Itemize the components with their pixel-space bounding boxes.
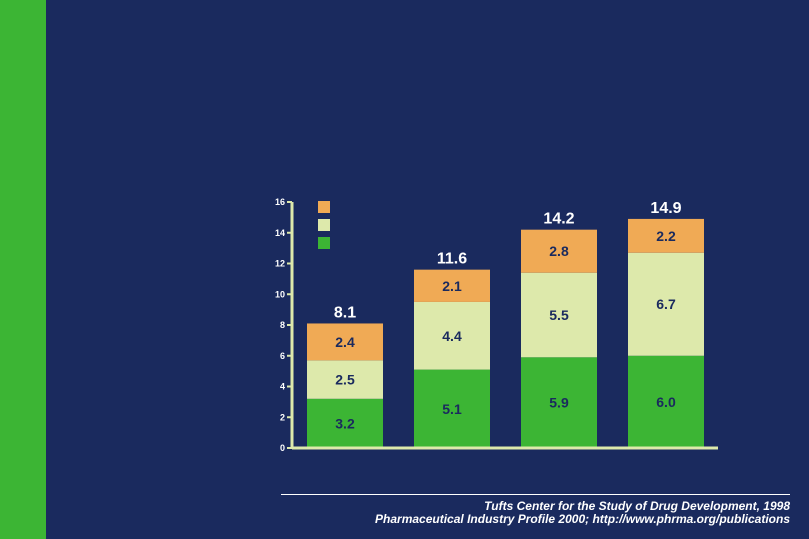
data-label-1-1: 3.2 (335, 415, 355, 431)
data-label-2-1: 5.1 (442, 401, 462, 417)
stacked-bar-chart: 3.2 2.5 2.4 8.1 5.1 4.4 2.1 11.6 5.9 5.5 2.8 14.2 6.… (275, 197, 718, 453)
source-citation-line-2: Pharmaceutical Industry Profile 2000; ht… (375, 512, 790, 526)
legend-swatch-1 (318, 201, 330, 213)
y-tick-label-10: 10 (275, 289, 285, 299)
bar-segment-1-3 (307, 323, 383, 361)
bar-segment-4-1 (628, 355, 704, 448)
legend-swatch-3 (318, 237, 330, 249)
bar-segment-4-3 (628, 218, 704, 253)
source-citation-line-1: Tufts Center for the Study of Drug Devel… (484, 499, 790, 513)
total-label-4: 14.9 (650, 200, 681, 217)
y-tick-label-2: 2 (280, 412, 285, 422)
legend-swatch-2 (318, 219, 330, 231)
data-label-2-2: 4.4 (442, 328, 462, 344)
y-tick-label-6: 6 (280, 351, 285, 361)
data-label-4-1: 6.0 (656, 394, 676, 410)
y-tick-label-16: 16 (275, 197, 285, 207)
total-label-3: 14.2 (543, 211, 574, 228)
y-tick-label-8: 8 (280, 320, 285, 330)
bar-segment-1-1 (307, 398, 383, 448)
data-label-1-2: 2.5 (335, 372, 355, 388)
total-label-2: 11.6 (437, 251, 467, 268)
total-label-1: 8.1 (334, 304, 356, 321)
bar-segment-2-2 (414, 301, 490, 370)
source-divider (281, 494, 790, 495)
y-tick-label-12: 12 (275, 259, 285, 269)
bar-segment-2-1 (414, 369, 490, 448)
data-label-2-3: 2.1 (442, 278, 462, 294)
y-tick-label-0: 0 (280, 443, 285, 453)
bar-segment-1-2 (307, 360, 383, 399)
data-label-3-3: 2.8 (549, 243, 569, 259)
bar-segment-4-2 (628, 252, 704, 356)
y-tick-label-4: 4 (280, 382, 285, 392)
data-label-3-1: 5.9 (549, 395, 569, 411)
y-tick-label-14: 14 (275, 228, 285, 238)
data-label-3-2: 5.5 (549, 307, 569, 323)
bar-segment-3-1 (521, 357, 597, 448)
bar-segment-3-2 (521, 272, 597, 358)
bar-segment-3-3 (521, 229, 597, 273)
left-accent-bar (0, 0, 46, 539)
data-label-4-3: 2.2 (656, 228, 676, 244)
bar-segment-2-3 (414, 269, 490, 302)
data-label-1-3: 2.4 (335, 334, 355, 350)
data-label-4-2: 6.7 (656, 296, 676, 312)
